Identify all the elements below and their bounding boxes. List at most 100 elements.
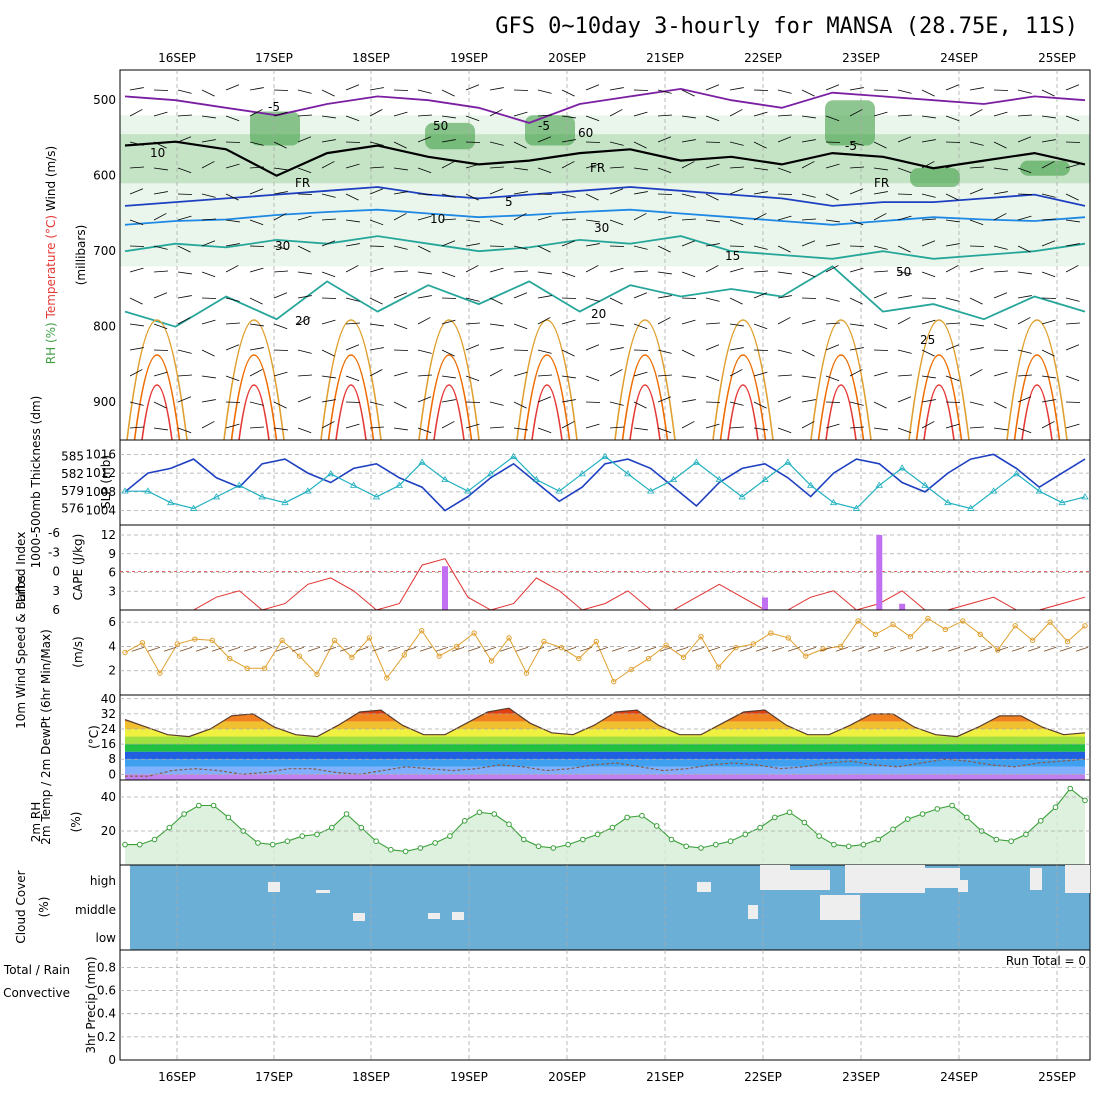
wind-barb [657,317,671,325]
wind-barb [345,84,360,91]
wind-barb [897,317,911,325]
day-label-top: 16SEP [158,51,196,65]
axis-label-part: RH (%) [44,322,58,364]
wind-barb [681,139,696,143]
wind-barb [129,188,144,195]
wind-tick: 6 [108,615,116,629]
wind-barb [441,115,456,119]
wind-barb [657,215,672,221]
wind-barb [129,323,144,327]
contour-label: 20 [591,307,606,321]
wind-barb [801,193,816,198]
cloud-unit-label: (%) [37,897,51,918]
rh-point [683,843,690,850]
wind-barb [1017,271,1032,275]
wind-barb [777,245,791,253]
wind-barb [441,399,456,403]
wind-barb [681,271,696,278]
temp-unit-label: (°C) [87,725,101,749]
cloud-level-label: low [96,931,117,945]
wind-barb [585,265,599,273]
contour-label: 15 [725,249,740,263]
wind-barb [465,163,480,169]
rh-point [831,841,837,848]
wind-barb [561,193,576,198]
thickness-point [1081,493,1089,500]
wind-barb [393,401,407,409]
wind-barb [225,265,239,273]
wind-barb [609,347,624,351]
wind-barb [609,426,624,429]
temp-color-band [125,774,1085,780]
wind-barb [921,115,936,119]
rh-point [491,811,498,817]
wind-barb [705,163,720,169]
thickness-point [807,481,815,488]
wind-barb [393,191,408,195]
wind-barb [921,240,936,247]
wind-barb [1041,115,1056,119]
surface-wind-barb [307,646,321,652]
wind-speed-point [593,638,599,645]
wind-barb [417,349,432,354]
wind-barb [1065,375,1080,382]
wind-barb [249,267,264,273]
thickness-point [555,487,563,494]
wind-barb [537,89,552,94]
wind-barb [201,399,216,403]
rh-point [1037,818,1044,824]
warm-isotherm [133,354,181,441]
wind-barb [297,167,312,174]
wind-axis-label: 10m Wind Speed & Barbs [14,575,28,729]
surface-wind-barb [563,646,577,652]
surface-wind-barb [195,646,209,652]
wind-barb [1017,114,1032,117]
wind-barb [729,109,743,117]
rh-point [904,816,911,822]
wind-barb [537,114,552,117]
wind-barb [729,426,744,429]
cape-tick: 6 [108,566,116,580]
wind-barb [393,167,408,171]
wind-barb [441,349,455,357]
surface-wind-barb [467,646,481,652]
contour-label: FR [590,161,605,175]
thickness-point [441,475,449,483]
wind-barb [801,161,815,169]
wind-barb [969,109,983,117]
wind-speed-point [401,652,407,658]
thickness-point [144,487,152,494]
wind-speed-point [174,641,181,647]
wind-barb [249,401,264,406]
wind-barb [393,270,408,273]
wind-barb [273,270,288,273]
wind-barb [921,349,935,357]
wind-barb [393,111,408,117]
wind-barb [201,193,216,198]
surface-wind-barb [963,646,977,652]
rh-point [786,809,793,816]
wind-barb [753,141,767,149]
wind-tick: 4 [108,639,116,653]
surface-wind-barb [1059,646,1073,652]
wind-barb [753,427,768,431]
wind-barb [489,87,504,91]
wind-barb [705,344,720,351]
wind-barb [801,349,815,357]
wind-barb [777,317,791,325]
warm-isotherm [320,319,382,441]
temp-tick: 32 [101,707,116,721]
wind-barb [561,375,576,379]
wind-barb [657,374,672,377]
wind-barb [633,167,648,171]
wind-barb [297,136,312,143]
surface-wind-barb [995,646,1009,652]
surface-wind-barb [531,646,545,652]
wind-barb [369,323,384,327]
warm-isotherm [433,384,465,441]
surface-wind-barb [499,646,513,652]
wind-barb [873,167,888,171]
wind-barb [1065,344,1080,351]
wind-barb [945,219,960,223]
wind-barb [129,87,144,91]
